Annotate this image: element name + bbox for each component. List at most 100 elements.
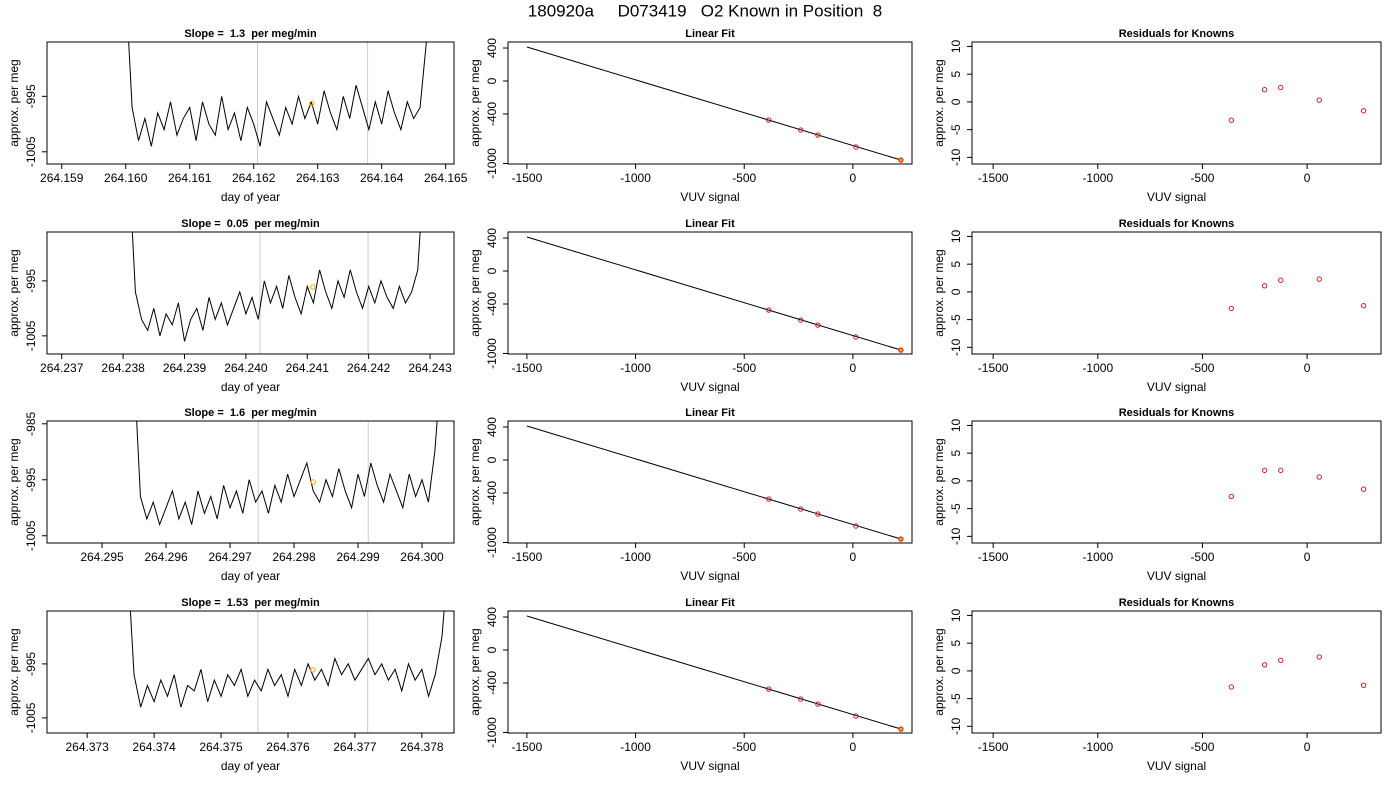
- x-tick-label: 264.376: [266, 740, 310, 754]
- plot-frame: [971, 231, 1382, 355]
- y-tick-label: -400: [485, 292, 499, 316]
- x-tick-label: 0: [1304, 171, 1311, 185]
- x-tick-label: -500: [1190, 550, 1214, 564]
- x-tick-label: -1500: [978, 171, 1009, 185]
- point: [1278, 84, 1284, 91]
- y-tick-label: -995: [24, 467, 38, 491]
- x-tick-label: 264.295: [80, 550, 124, 564]
- y-tick-label: 10: [949, 608, 963, 622]
- panel: Residuals for Knowns VUV signal approx. pe…: [932, 597, 1382, 773]
- x-tick-label: 264.374: [132, 740, 176, 754]
- plot-frame: [507, 420, 913, 544]
- panel: Slope = 1.6 per meg/min day of year approx…: [7, 407, 455, 583]
- x-tick-label: -1000: [620, 361, 651, 375]
- y-tick-label: -5: [949, 693, 963, 704]
- point: [815, 132, 821, 138]
- y-tick-label: 0: [949, 667, 963, 674]
- x-tick-label: 264.240: [224, 361, 268, 375]
- plot-frame: [46, 41, 455, 165]
- y-tick-label: 0: [949, 288, 963, 295]
- y-tick-label: -985: [24, 411, 38, 435]
- panel-title: Linear Fit: [685, 597, 735, 609]
- panel-title: Slope = 1.6 per meg/min: [184, 407, 317, 419]
- x-tick-label: 0: [850, 550, 857, 564]
- point: [766, 117, 772, 123]
- x-tick-label: -1000: [1082, 740, 1113, 754]
- point: [1360, 303, 1367, 309]
- x-tick-label: -1500: [978, 361, 1009, 375]
- x-axis-label: day of year: [221, 380, 280, 394]
- x-tick-label: 264.164: [360, 171, 404, 185]
- y-axis-label: approx. per meg: [932, 438, 946, 525]
- x-tick-label: -500: [1190, 361, 1214, 375]
- panel-title: Slope = 1.3 per meg/min: [184, 28, 317, 40]
- x-tick-label: 0: [1304, 740, 1311, 754]
- plot-area: [1228, 276, 1367, 312]
- panel: Slope = 0.05 per meg/min day of year appro…: [7, 218, 455, 394]
- y-tick-label: 400: [485, 417, 499, 437]
- panel: Residuals for Knowns VUV signal approx. pe…: [932, 28, 1382, 204]
- x-axis-label: VUV signal: [1147, 569, 1206, 583]
- x-tick-label: -1000: [1082, 550, 1113, 564]
- plot-area: [131, 232, 421, 354]
- x-tick-label: -500: [1190, 740, 1214, 754]
- y-axis-label: approx. per meg: [7, 438, 21, 525]
- y-tick-label: -1005: [24, 320, 38, 351]
- panel-title: Residuals for Knowns: [1119, 28, 1235, 40]
- y-axis-label: approx. per meg: [468, 438, 482, 525]
- y-tick-label: 400: [485, 38, 499, 58]
- plot-area: [526, 615, 904, 732]
- point: [1316, 654, 1322, 660]
- x-tick-label: 264.242: [347, 361, 391, 375]
- x-tick-label: 264.243: [408, 361, 452, 375]
- y-tick-label: -400: [485, 481, 499, 505]
- y-axis-label: approx. per meg: [7, 628, 21, 715]
- plot-area: [129, 611, 445, 733]
- x-tick-label: 264.159: [40, 171, 84, 185]
- y-tick-label: -1005: [24, 702, 38, 733]
- y-tick-label: 0: [949, 98, 963, 105]
- point: [1316, 276, 1322, 282]
- y-tick-label: -1000: [485, 338, 499, 369]
- y-tick-label: 0: [949, 477, 963, 484]
- panel-title: Slope = 0.05 per meg/min: [181, 218, 320, 230]
- plot-frame: [507, 41, 913, 165]
- x-tick-label: -1500: [512, 740, 543, 754]
- x-axis-label: day of year: [221, 190, 280, 204]
- x-tick-label: -1500: [512, 361, 543, 375]
- point: [1228, 117, 1235, 123]
- y-tick-label: -995: [24, 84, 38, 108]
- x-tick-label: -1000: [620, 171, 651, 185]
- panel: Slope = 1.53 per meg/min day of year appro…: [7, 597, 455, 773]
- point: [1261, 467, 1268, 474]
- x-tick-label: 264.162: [232, 171, 276, 185]
- y-tick-label: 10: [949, 418, 963, 432]
- point: [853, 523, 859, 529]
- point: [798, 127, 804, 133]
- y-tick-label: -995: [24, 269, 38, 293]
- y-tick-label: 5: [949, 450, 963, 457]
- y-tick-label: 0: [485, 456, 499, 463]
- x-axis-label: VUV signal: [1147, 190, 1206, 204]
- plot-frame: [46, 420, 455, 544]
- x-tick-label: -1000: [1082, 171, 1113, 185]
- panel: Linear Fit VUV signal approx. per meg -1500…: [468, 407, 913, 583]
- y-tick-label: 5: [949, 261, 963, 268]
- x-tick-label: 264.239: [163, 361, 207, 375]
- point: [766, 496, 772, 502]
- y-tick-label: -10: [949, 527, 963, 545]
- y-tick-label: -1005: [24, 520, 38, 551]
- x-tick-label: 264.378: [400, 740, 444, 754]
- x-tick-label: 264.373: [65, 740, 109, 754]
- x-tick-label: 264.238: [101, 361, 145, 375]
- y-axis-label: approx. per meg: [932, 249, 946, 336]
- x-axis-label: VUV signal: [680, 759, 739, 773]
- plot-area: [1228, 84, 1367, 123]
- y-tick-label: -1000: [485, 527, 499, 558]
- x-tick-label: -1000: [620, 740, 651, 754]
- point: [1278, 277, 1284, 283]
- x-tick-label: 264.375: [199, 740, 243, 754]
- x-tick-label: 0: [850, 171, 857, 185]
- panel-title: Residuals for Knowns: [1119, 407, 1235, 419]
- x-tick-label: -1500: [512, 550, 543, 564]
